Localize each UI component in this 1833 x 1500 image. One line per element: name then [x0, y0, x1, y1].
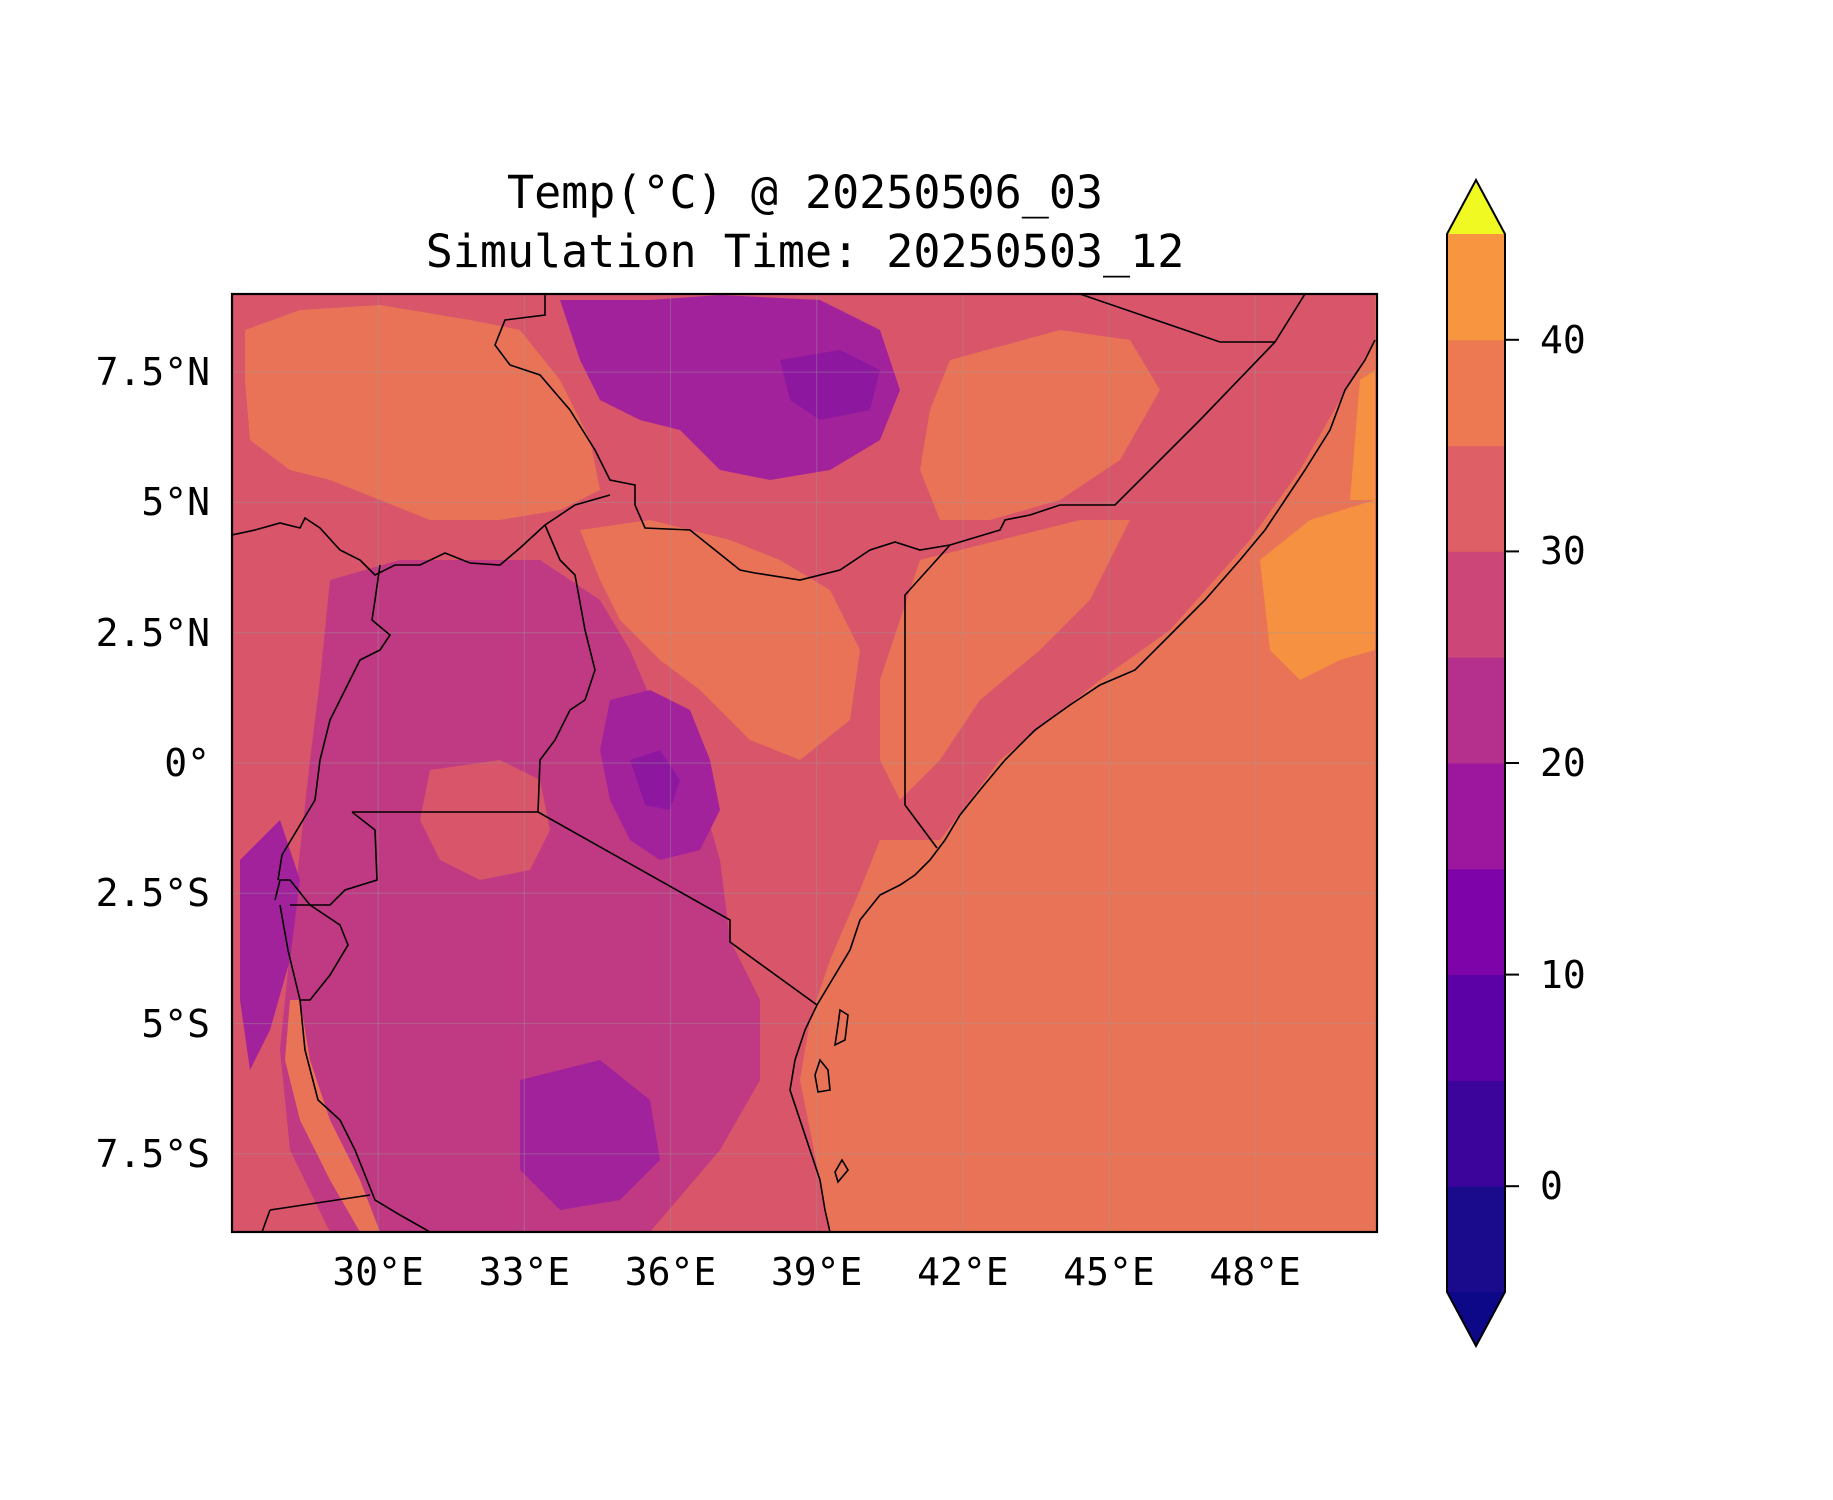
y-tick-label: 7.5°S: [95, 1131, 210, 1176]
border-kenya-tanzania: [537, 811, 818, 1006]
colorbar-outline: [1446, 177, 1506, 1349]
y-tick-label: 5°S: [141, 1001, 210, 1046]
ocean-warm-patch: [1260, 500, 1375, 680]
country-borders: [232, 294, 1306, 1232]
y-tick-label: 7.5°N: [95, 350, 210, 395]
kenya-peak: [630, 750, 680, 810]
colorbar-segment: [1447, 657, 1505, 764]
border-somaliland-top: [1079, 294, 1275, 343]
southern-highlands: [520, 1060, 660, 1210]
colorbar-tick-label: 20: [1540, 741, 1586, 785]
y-tick-label: 0°: [164, 741, 210, 785]
colorbar-extend-max: [1447, 180, 1505, 234]
border-zambia-diag: [261, 1209, 271, 1232]
lake-victoria: [420, 760, 550, 880]
colorbar-segment: [1447, 339, 1505, 447]
border-tanganyika: [299, 999, 431, 1232]
zanzibar-island: [833, 1008, 849, 1047]
colorbar-segment: [1447, 1186, 1505, 1293]
border-kenya-somalia: [904, 544, 951, 849]
x-tick-label: 36°E: [624, 1250, 717, 1294]
border-burundi-tanzania: [279, 904, 349, 1001]
y-tick-label: 2.5°N: [95, 610, 210, 655]
pemba-island: [814, 1058, 831, 1093]
albertine-rift: [240, 820, 300, 1070]
colorbar-segment: [1447, 234, 1505, 341]
hot-region-south-sudan: [245, 305, 600, 520]
x-tick-label: 48°E: [1209, 1250, 1301, 1294]
y-tick-label: 2.5°S: [95, 871, 210, 916]
y-tick-label: 5°N: [141, 480, 210, 525]
colorbar-tick-label: 0: [1540, 1164, 1563, 1209]
x-tick-label: 39°E: [770, 1250, 863, 1294]
border-ssudan-ethiopia: [494, 294, 951, 581]
map-frame: [230, 292, 1379, 1234]
gridlines: [232, 294, 1377, 1232]
coastline: [789, 339, 1376, 1232]
colorbar-tick-label: 10: [1540, 952, 1586, 997]
border-zambia: [269, 1194, 371, 1211]
border-drc-west: [277, 564, 392, 881]
colorbar-segment: [1447, 974, 1505, 1081]
colorbar-segment: [1447, 868, 1505, 976]
border-rwanda-burundi: [274, 811, 378, 906]
x-tick-label: 33°E: [478, 1250, 571, 1294]
lake-tanganyika: [285, 1000, 380, 1232]
colorbar-extend-min: [1447, 1292, 1505, 1346]
ocean-warm-strip: [1350, 370, 1375, 500]
border-ssudan-uganda: [232, 494, 611, 576]
x-tick-label: 45°E: [1063, 1250, 1155, 1294]
ogaden-hot: [920, 330, 1160, 520]
x-tick-label: 30°E: [332, 1250, 424, 1294]
colorbar-tick-label: 40: [1540, 317, 1586, 362]
colorbar-segment: [1447, 1080, 1505, 1187]
turkana-hot: [580, 520, 860, 760]
somalia-hot: [880, 520, 1130, 800]
colorbar-segment: [1447, 763, 1505, 870]
plot-title: Temp(°C) @ 20250506_03: [506, 166, 1104, 219]
x-tick-label: 42°E: [917, 1250, 1009, 1294]
mafia-island: [834, 1158, 849, 1184]
colorbar-segment: [1447, 551, 1505, 658]
ethiopian-highlands-core: [780, 350, 880, 420]
colorbar-segment: [1447, 445, 1505, 552]
border-uganda-kenya: [537, 524, 596, 813]
ethiopian-highlands: [560, 295, 900, 480]
border-ethiopia-somalia: [949, 294, 1306, 546]
colorbar-tick-label: 30: [1540, 529, 1586, 574]
colorbar: [1446, 177, 1519, 1349]
plot-subtitle: Simulation Time: 20250503_12: [425, 225, 1185, 278]
